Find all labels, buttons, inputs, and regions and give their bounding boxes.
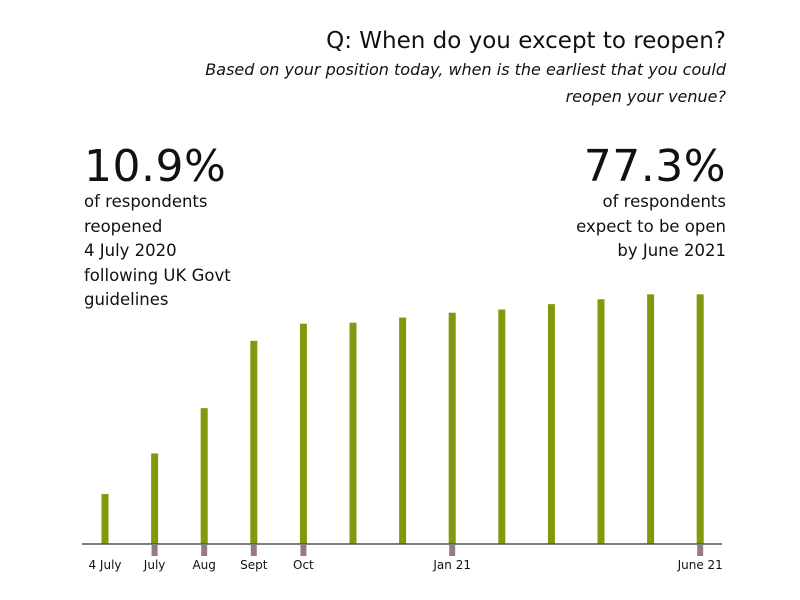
x-tick-mark [201, 545, 208, 556]
x-tick-label: Aug [192, 558, 215, 572]
x-tick-label: July [143, 558, 166, 572]
ticks-group: 4 July July Aug Sept Oct Jan 21 June 21 [88, 545, 723, 572]
bars-group [101, 294, 704, 544]
stat-reopened-line: reopened [84, 216, 163, 236]
stat-expect-open-value: 77.3% [583, 141, 726, 192]
chart-title: Q: When do you except to reopen? [326, 28, 726, 54]
stat-expect-open-line: expect to be open [576, 216, 726, 236]
x-tick-label: Oct [293, 558, 314, 572]
x-tick-label: Sept [240, 558, 268, 572]
stat-expect-open: 77.3% of respondents expect to be open b… [506, 143, 726, 264]
bar-aug [200, 408, 208, 544]
bar-may [647, 294, 655, 544]
bar-sept [250, 340, 258, 544]
bar-july [151, 453, 159, 544]
bar-mar [547, 304, 555, 544]
x-tick-label: 4 July [88, 558, 121, 572]
bar-oct [299, 323, 307, 544]
stat-reopened-line: 4 July 2020 [84, 241, 177, 260]
x-tick-mark [151, 545, 158, 556]
stat-reopened-value: 10.9% [84, 141, 227, 192]
bar-feb [498, 309, 506, 544]
stat-expect-open-line: of respondents [602, 192, 727, 211]
x-tick-mark [449, 545, 456, 556]
x-tick-mark [697, 545, 704, 556]
stat-reopened-note: of respondents reopened 4 July 2020 foll… [84, 190, 284, 313]
stat-reopened-line: following UK Govt [84, 265, 231, 285]
stat-reopened-line: of respondents [84, 192, 208, 211]
x-tick-mark [300, 545, 307, 556]
bar-4-july [101, 494, 109, 544]
bar-jan-21 [448, 312, 456, 544]
bar-dec [399, 317, 407, 544]
chart-subtitle: Based on your position today, when is th… [205, 60, 726, 106]
x-tick-mark [250, 545, 257, 556]
bar-june-21 [696, 294, 704, 544]
stat-reopened: 10.9% of respondents reopened 4 July 202… [84, 143, 284, 313]
x-tick-label: Jan 21 [432, 558, 471, 572]
stat-expect-open-line: by June 2021 [617, 241, 726, 260]
x-tick-label: June 21 [677, 558, 723, 572]
stat-reopened-line: guidelines [84, 290, 169, 309]
bar-apr [597, 299, 605, 544]
bar-nov [349, 322, 357, 544]
stat-expect-open-note: of respondents expect to be open by June… [506, 190, 726, 264]
